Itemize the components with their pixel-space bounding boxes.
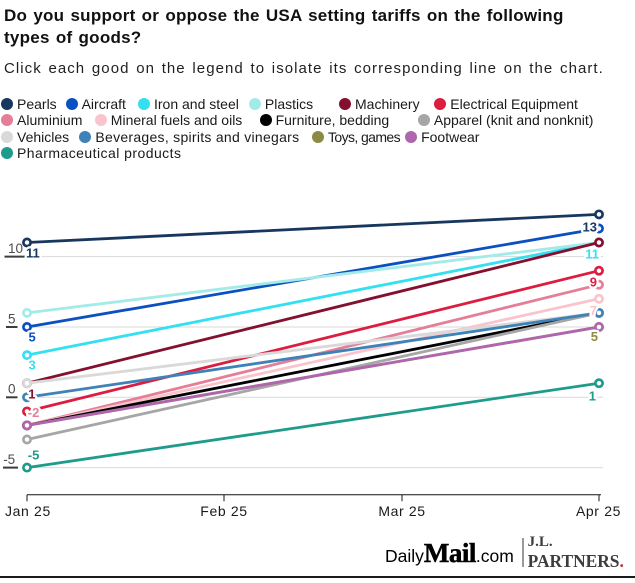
svg-text:7: 7 [590, 303, 597, 318]
svg-text:-2: -2 [28, 405, 40, 420]
svg-text:11: 11 [26, 246, 40, 261]
svg-text:9: 9 [590, 275, 597, 290]
svg-text:Apr 25: Apr 25 [576, 503, 621, 519]
svg-text:1: 1 [589, 389, 596, 404]
svg-text:5: 5 [29, 330, 36, 345]
svg-text:Mar 25: Mar 25 [378, 503, 425, 519]
svg-text:-5: -5 [28, 448, 40, 463]
svg-text:11: 11 [585, 247, 599, 262]
svg-text:5: 5 [8, 311, 16, 326]
svg-text:Jan 25: Jan 25 [5, 503, 51, 519]
svg-text:-5: -5 [3, 452, 15, 467]
svg-text:1: 1 [28, 387, 35, 402]
svg-text:Feb 25: Feb 25 [200, 503, 247, 519]
svg-text:3: 3 [29, 358, 36, 373]
svg-text:10: 10 [8, 241, 23, 256]
svg-text:0: 0 [8, 382, 16, 397]
svg-text:13: 13 [583, 220, 597, 235]
svg-text:5: 5 [591, 329, 598, 344]
